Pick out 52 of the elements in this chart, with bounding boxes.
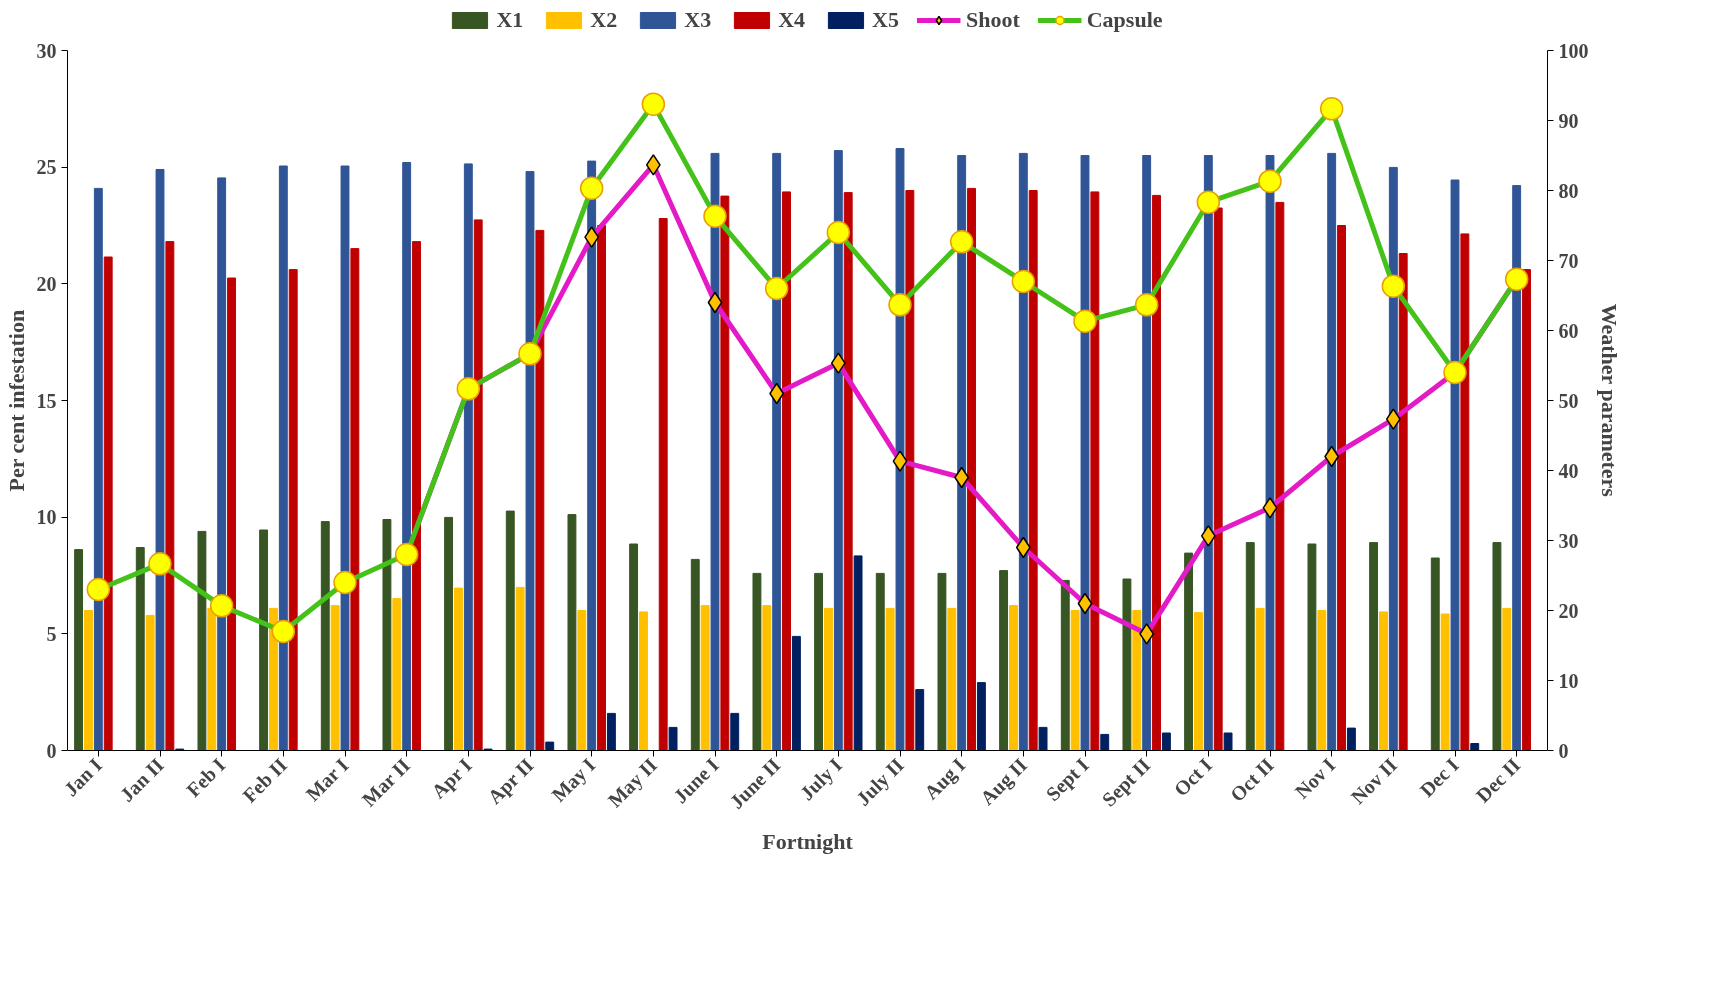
legend-label: X3 [684,7,712,33]
x-tick-label: June II [725,753,785,813]
x-tick-label: Nov II [1346,753,1402,809]
x-tick-label: July I [795,753,847,805]
legend-label: Capsule [1086,7,1163,33]
x-tick-label: Apr I [427,753,477,804]
y-tick-label: 30 [36,39,57,62]
y2-tick-label: 40 [1558,459,1579,482]
legend-label: X5 [872,7,899,33]
y-tick-label: 25 [36,156,57,179]
x-tick-label: May I [547,753,601,807]
x-tick-label: Jan I [59,753,107,801]
x-tick-label: Sept II [1097,753,1156,812]
y2-tick-label: 0 [1558,739,1569,762]
x-tick-label: July II [851,753,909,811]
x-tick-label: Dec I [1415,753,1463,802]
x-tick-label: Apr II [483,753,539,809]
y2-tick-label: 10 [1558,669,1579,692]
x-tick-label: Jan II [115,753,168,806]
x-axis-title: Fortnight [762,828,854,854]
y-tick-label: 5 [46,622,57,645]
x-tick-label: Mar II [357,753,415,811]
y2-tick-label: 100 [1558,39,1589,62]
y2-tick-label: 80 [1558,179,1579,202]
x-tick-label: Nov I [1290,753,1340,803]
y-tick-label: 10 [36,506,57,529]
x-tick-label: Oct II [1225,753,1278,806]
y-tick-label: 15 [36,389,57,412]
x-tick-label: Dec II [1471,753,1525,807]
x-tick-label: Aug I [919,753,971,805]
y-tick-label: 0 [46,739,57,762]
x-tick-label: Oct I [1169,753,1217,801]
x-tick-label: Aug II [975,753,1032,810]
y2-tick-label: 20 [1558,599,1579,622]
y2-tick-label: 90 [1558,109,1579,132]
legend-label: Shoot [965,7,1020,33]
x-tick-label: Feb I [182,753,230,802]
y2-axis-title: Weather parameters [1596,303,1622,498]
x-tick-label: Sept I [1041,753,1094,806]
y-axis-title: Per cent infestation [3,309,29,492]
x-tick-label: Mar I [301,753,353,805]
y2-tick-label: 60 [1558,319,1579,342]
x-tick-label: June I [669,753,723,808]
legend-label: X2 [590,7,618,33]
y2-tick-label: 70 [1558,249,1579,272]
x-tick-label: May II [603,753,662,812]
y-tick-label: 20 [36,272,57,295]
y2-tick-label: 30 [1558,529,1579,552]
legend-label: X4 [778,7,806,33]
x-tick-label: Feb II [238,753,292,807]
y2-tick-label: 50 [1558,389,1579,412]
legend-label: X1 [496,7,524,33]
